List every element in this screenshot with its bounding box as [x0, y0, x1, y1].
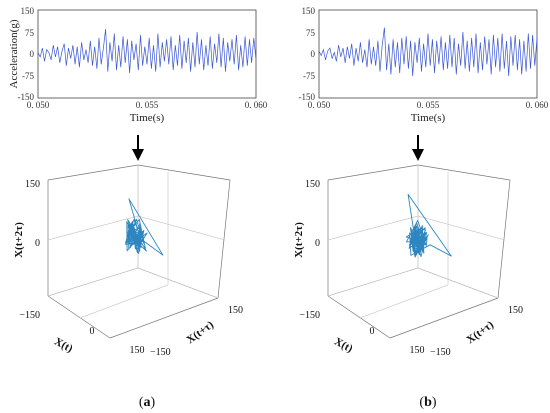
x-tick-label: 150	[410, 345, 425, 356]
z-tick-label: 0	[315, 238, 320, 249]
phase-trajectory-b	[405, 193, 452, 258]
x-axis-label: X(t)	[332, 336, 355, 356]
z-axis-label: X(t+2τ)	[293, 222, 305, 258]
x-axis-label: Time(s)	[130, 112, 165, 124]
x-axis-label: Time(s)	[411, 112, 446, 124]
z-tick-label: 0	[35, 238, 40, 249]
x-tick-label: 0. 060	[526, 100, 549, 110]
y-tick-label: 0	[30, 49, 35, 59]
timeseries-a-line-group	[37, 29, 257, 74]
z-axis-label: X(t+2τ)	[13, 222, 25, 258]
phase-space-chart-b: 150 0 −150 0 150 150 −150 X(t+2τ) X(t) X…	[293, 164, 523, 358]
y-tick-label: 150	[302, 6, 316, 16]
x-tick-label: 0. 050	[27, 100, 50, 110]
x-tick-label: −150	[19, 310, 40, 321]
x-tick-label: 0	[370, 326, 375, 337]
y-axis-label: Acceleration(g)	[8, 19, 20, 88]
phase-space-chart-a: 150 0 −150 0 150 150 −150 X(t+2τ) X(t) X…	[13, 164, 243, 358]
x-tick-label: 150	[130, 345, 145, 356]
x-tick-label: −150	[299, 310, 320, 321]
x-tick-label: 0. 055	[136, 100, 159, 110]
axes-box-b	[327, 164, 511, 339]
series-line	[37, 29, 257, 74]
timeseries-chart-b: 150 75 0 -75 -150 0. 050 0. 055 0. 060 T…	[299, 6, 549, 124]
timeseries-chart-a: 150 75 0 -75 -150 0. 050 0. 055 0. 060 T…	[8, 6, 268, 124]
y-tick-label: -75	[22, 71, 34, 81]
y-tick-label: −150	[430, 347, 451, 358]
x-tick-label: 0. 050	[308, 100, 331, 110]
y-axis-label: X(t+τ)	[464, 319, 496, 347]
plot-frame-b	[318, 9, 538, 99]
z-tick-label: 150	[25, 179, 40, 190]
y-tick-label: -150	[18, 92, 35, 102]
y-tick-label: -150	[299, 92, 316, 102]
plot-frame-a	[37, 9, 257, 99]
trajectory-line	[405, 193, 452, 258]
x-tick-label: 0	[90, 326, 95, 337]
y-tick-label: 150	[21, 6, 35, 16]
timeseries-b-line-group	[318, 27, 538, 77]
panel-caption-a: (a)	[139, 395, 156, 410]
x-tick-label: 0. 060	[245, 100, 268, 110]
y-tick-label: 75	[25, 28, 35, 38]
y-tick-label: 75	[306, 28, 316, 38]
panel-caption-b: (b)	[419, 395, 436, 410]
trajectory-line	[125, 198, 164, 256]
x-axis-label: X(t)	[52, 336, 75, 356]
series-line	[318, 27, 538, 77]
z-tick-label: 150	[305, 179, 320, 190]
phase-trajectory-a	[125, 198, 164, 256]
y-axis-label: X(t+τ)	[184, 319, 216, 347]
y-tick-label: −150	[150, 347, 171, 358]
x-tick-label: 0. 055	[417, 100, 440, 110]
y-tick-label: 0	[311, 49, 316, 59]
y-tick-label: 150	[508, 305, 523, 316]
axes-box-a	[47, 164, 231, 339]
y-tick-label: 150	[228, 305, 243, 316]
y-tick-label: -75	[303, 71, 315, 81]
